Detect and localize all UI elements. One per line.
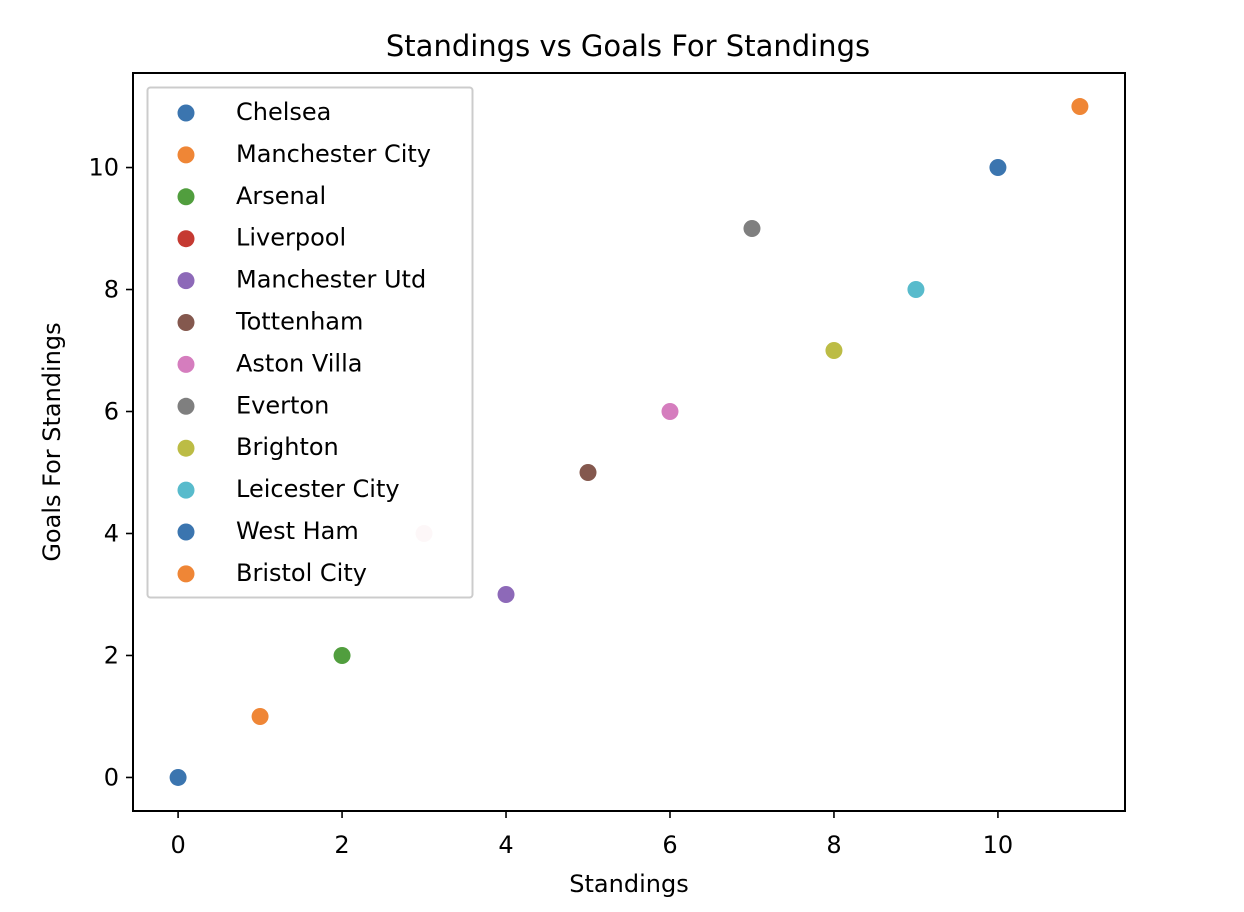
chart-title: Standings vs Goals For Standings [386, 29, 870, 63]
y-tick-label: 8 [104, 276, 119, 304]
x-tick-label: 0 [170, 831, 185, 859]
legend-label-west-ham: West Ham [236, 517, 359, 545]
legend-label-manchester-city: Manchester City [236, 140, 431, 168]
legend-marker-chelsea [177, 104, 195, 122]
legend-marker-manchester-city [177, 146, 195, 164]
data-point-bristol-city [1071, 98, 1089, 116]
x-tick-label: 10 [983, 831, 1014, 859]
legend-label-chelsea: Chelsea [236, 98, 331, 126]
y-tick-label: 4 [104, 519, 119, 547]
data-point-aston-villa [661, 403, 679, 421]
scatter-points [169, 98, 1089, 786]
x-axis: 0 2 4 6 8 10 [170, 811, 1013, 859]
legend-marker-everton [177, 397, 195, 415]
y-axis-label: Goals For Standings [38, 322, 66, 561]
y-tick-label: 10 [88, 154, 119, 182]
legend-label-brighton: Brighton [236, 433, 339, 461]
legend-label-aston-villa: Aston Villa [236, 349, 362, 377]
x-tick-label: 6 [662, 831, 677, 859]
x-tick-label: 2 [334, 831, 349, 859]
data-point-tottenham [579, 463, 597, 481]
y-tick-label: 6 [104, 398, 119, 426]
legend-label-leicester-city: Leicester City [236, 475, 400, 503]
legend-marker-bristol-city [177, 565, 195, 583]
legend-label-bristol-city: Bristol City [236, 559, 367, 587]
y-tick-label: 0 [104, 763, 119, 791]
legend-items: Chelsea Manchester City Arsenal Liverpool Ma… [177, 98, 431, 587]
legend-marker-arsenal [177, 188, 195, 206]
legend-marker-manchester-utd [177, 272, 195, 290]
legend-marker-brighton [177, 439, 195, 457]
legend: Chelsea Manchester City Arsenal Liverpool Ma… [146, 86, 474, 599]
data-point-chelsea [169, 768, 187, 786]
y-tick-label: 2 [104, 641, 119, 669]
data-point-manchester-city [251, 707, 269, 725]
legend-marker-aston-villa [177, 355, 195, 373]
legend-marker-leicester-city [177, 481, 195, 499]
data-point-west-ham [989, 159, 1007, 177]
legend-label-liverpool: Liverpool [236, 224, 346, 252]
legend-marker-west-ham [177, 523, 195, 541]
data-point-brighton [825, 342, 843, 360]
legend-label-arsenal: Arsenal [236, 182, 326, 210]
y-axis: 0 2 4 6 8 10 [88, 154, 133, 791]
data-point-leicester-city [907, 281, 925, 299]
legend-label-tottenham: Tottenham [235, 308, 363, 336]
legend-box [146, 86, 474, 599]
legend-label-manchester-utd: Manchester Utd [236, 266, 426, 294]
legend-label-everton: Everton [236, 391, 329, 419]
data-point-everton [743, 220, 761, 238]
x-axis-label: Standings [569, 870, 688, 898]
data-point-arsenal [333, 646, 351, 664]
x-tick-label: 8 [826, 831, 841, 859]
data-point-manchester-utd [497, 585, 515, 603]
legend-marker-tottenham [177, 314, 195, 331]
x-tick-label: 4 [498, 831, 513, 859]
legend-marker-liverpool [177, 230, 195, 248]
